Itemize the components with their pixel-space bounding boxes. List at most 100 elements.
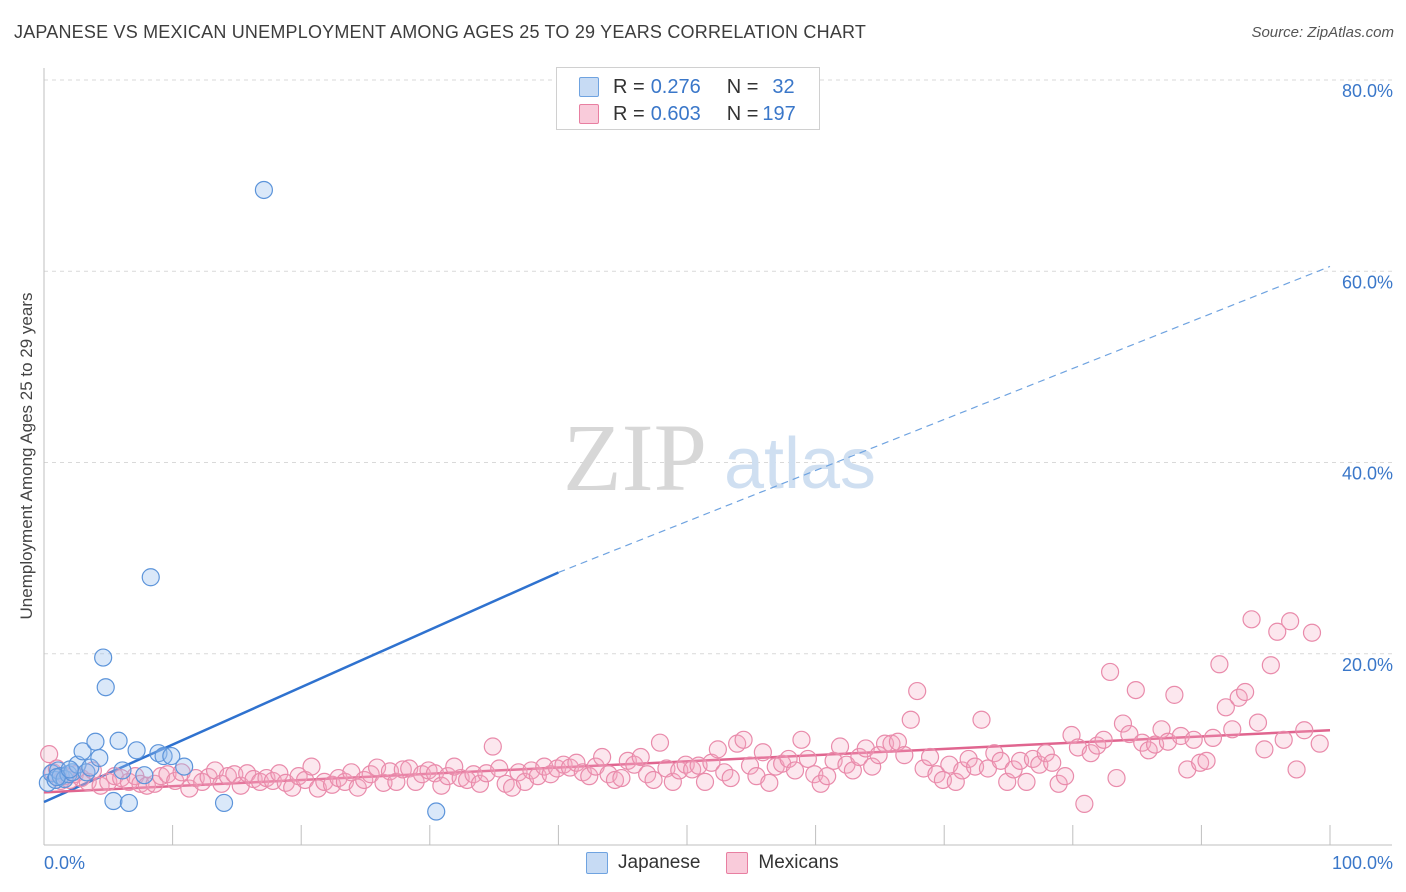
point-japanese — [94, 648, 113, 667]
chart-title: JAPANESE VS MEXICAN UNEMPLOYMENT AMONG A… — [14, 22, 867, 42]
point-mexicans — [895, 746, 914, 765]
point-mexicans — [1036, 744, 1055, 763]
point-mexicans — [393, 760, 412, 779]
bottom-legend-label-japanese: Japanese — [618, 852, 701, 873]
point-mexicans — [302, 757, 321, 776]
point-mexicans — [740, 756, 760, 775]
point-japanese — [86, 732, 105, 751]
point-mexicans — [483, 737, 502, 756]
point-japanese — [175, 757, 194, 776]
point-mexicans — [753, 743, 772, 762]
point-japanese — [162, 746, 181, 766]
point-mexicans — [432, 776, 451, 795]
point-mexicans — [798, 749, 817, 769]
x-tick-label-min: 0.0% — [44, 853, 85, 873]
point-mexicans — [818, 767, 837, 786]
point-mexicans — [792, 730, 811, 749]
point-mexicans — [1236, 682, 1255, 702]
legend-r-label: R = — [613, 102, 645, 125]
points-mexicans — [40, 610, 1329, 813]
point-mexicans — [1203, 728, 1223, 748]
bottom-legend-swatch-mexicans — [726, 852, 749, 874]
point-mexicans — [785, 761, 805, 780]
point-japanese — [127, 741, 146, 760]
point-mexicans — [1126, 680, 1145, 700]
point-mexicans — [695, 772, 715, 791]
y-tick-label: 80.0% — [1342, 81, 1393, 101]
point-mexicans — [920, 747, 940, 767]
point-mexicans — [490, 759, 509, 778]
point-japanese — [135, 766, 154, 785]
point-mexicans — [882, 734, 901, 753]
point-mexicans — [1255, 740, 1274, 759]
point-japanese — [427, 802, 446, 821]
point-mexicans — [218, 767, 237, 786]
point-mexicans — [721, 768, 740, 788]
bottom-legend-mexicans: Mexicans — [726, 852, 839, 874]
point-mexicans — [270, 764, 289, 783]
trend-line-japanese-solid — [43, 571, 559, 804]
point-japanese — [73, 742, 92, 761]
point-mexicans — [1210, 655, 1229, 674]
point-mexicans — [1100, 662, 1120, 682]
point-japanese — [60, 760, 79, 779]
point-mexicans — [972, 710, 991, 729]
point-mexicans — [1295, 721, 1314, 740]
y-tick-label: 20.0% — [1342, 655, 1393, 675]
point-mexicans — [946, 772, 965, 791]
bottom-legend-swatch-japanese — [586, 852, 608, 874]
point-mexicans — [1261, 656, 1280, 675]
point-mexicans — [1302, 623, 1322, 642]
point-mexicans — [1165, 685, 1184, 704]
point-mexicans — [1017, 772, 1036, 791]
point-mexicans — [464, 765, 483, 784]
point-mexicans — [470, 774, 490, 793]
point-mexicans — [1075, 794, 1094, 813]
point-mexicans — [901, 710, 920, 729]
watermark: ZIP atlas — [563, 404, 876, 511]
point-mexicans — [1274, 730, 1293, 749]
point-mexicans — [1113, 714, 1133, 733]
point-mexicans — [1248, 713, 1268, 732]
point-mexicans — [663, 772, 682, 791]
point-mexicans — [361, 765, 380, 784]
legend-row-mexicans: R = 0.603 N = 197 — [579, 102, 796, 126]
point-mexicans — [1242, 610, 1261, 629]
point-mexicans — [991, 751, 1010, 770]
point-mexicans — [1268, 622, 1287, 641]
point-mexicans — [908, 681, 927, 701]
point-mexicans — [580, 767, 599, 786]
point-japanese — [119, 793, 138, 813]
point-japanese — [254, 180, 274, 200]
watermark-zip: ZIP — [563, 404, 707, 511]
axes — [43, 68, 1392, 846]
grid-lines — [44, 79, 1392, 655]
y-tick-label: 40.0% — [1342, 464, 1393, 484]
bottom-legend-label-mexicans: Mexicans — [758, 852, 839, 873]
legend-n-value-japanese: 32 — [772, 75, 795, 98]
points-japanese — [38, 180, 446, 821]
point-mexicans — [830, 737, 850, 756]
point-mexicans — [863, 757, 882, 776]
point-japanese — [113, 761, 132, 780]
legend-n-label: N = — [726, 75, 759, 98]
point-mexicans — [225, 765, 244, 784]
point-mexicans — [1310, 734, 1329, 753]
legend-r-value-japanese: 0.276 — [650, 75, 701, 98]
point-mexicans — [131, 774, 150, 793]
point-japanese — [141, 568, 160, 587]
point-mexicans — [644, 770, 663, 790]
point-mexicans — [1120, 724, 1139, 744]
point-mexicans — [1281, 612, 1300, 631]
point-mexicans — [1094, 730, 1113, 749]
point-japanese — [90, 748, 109, 768]
trend-line-japanese-dashed — [558, 265, 1331, 574]
point-mexicans — [1191, 753, 1210, 772]
source-note: Source: ZipAtlas.com — [1251, 24, 1394, 41]
point-mexicans — [612, 768, 631, 788]
point-mexicans — [1223, 720, 1242, 739]
legend-r-value-mexicans: 0.603 — [650, 102, 701, 125]
point-japanese — [96, 678, 115, 697]
trend-japanese — [43, 265, 1331, 804]
